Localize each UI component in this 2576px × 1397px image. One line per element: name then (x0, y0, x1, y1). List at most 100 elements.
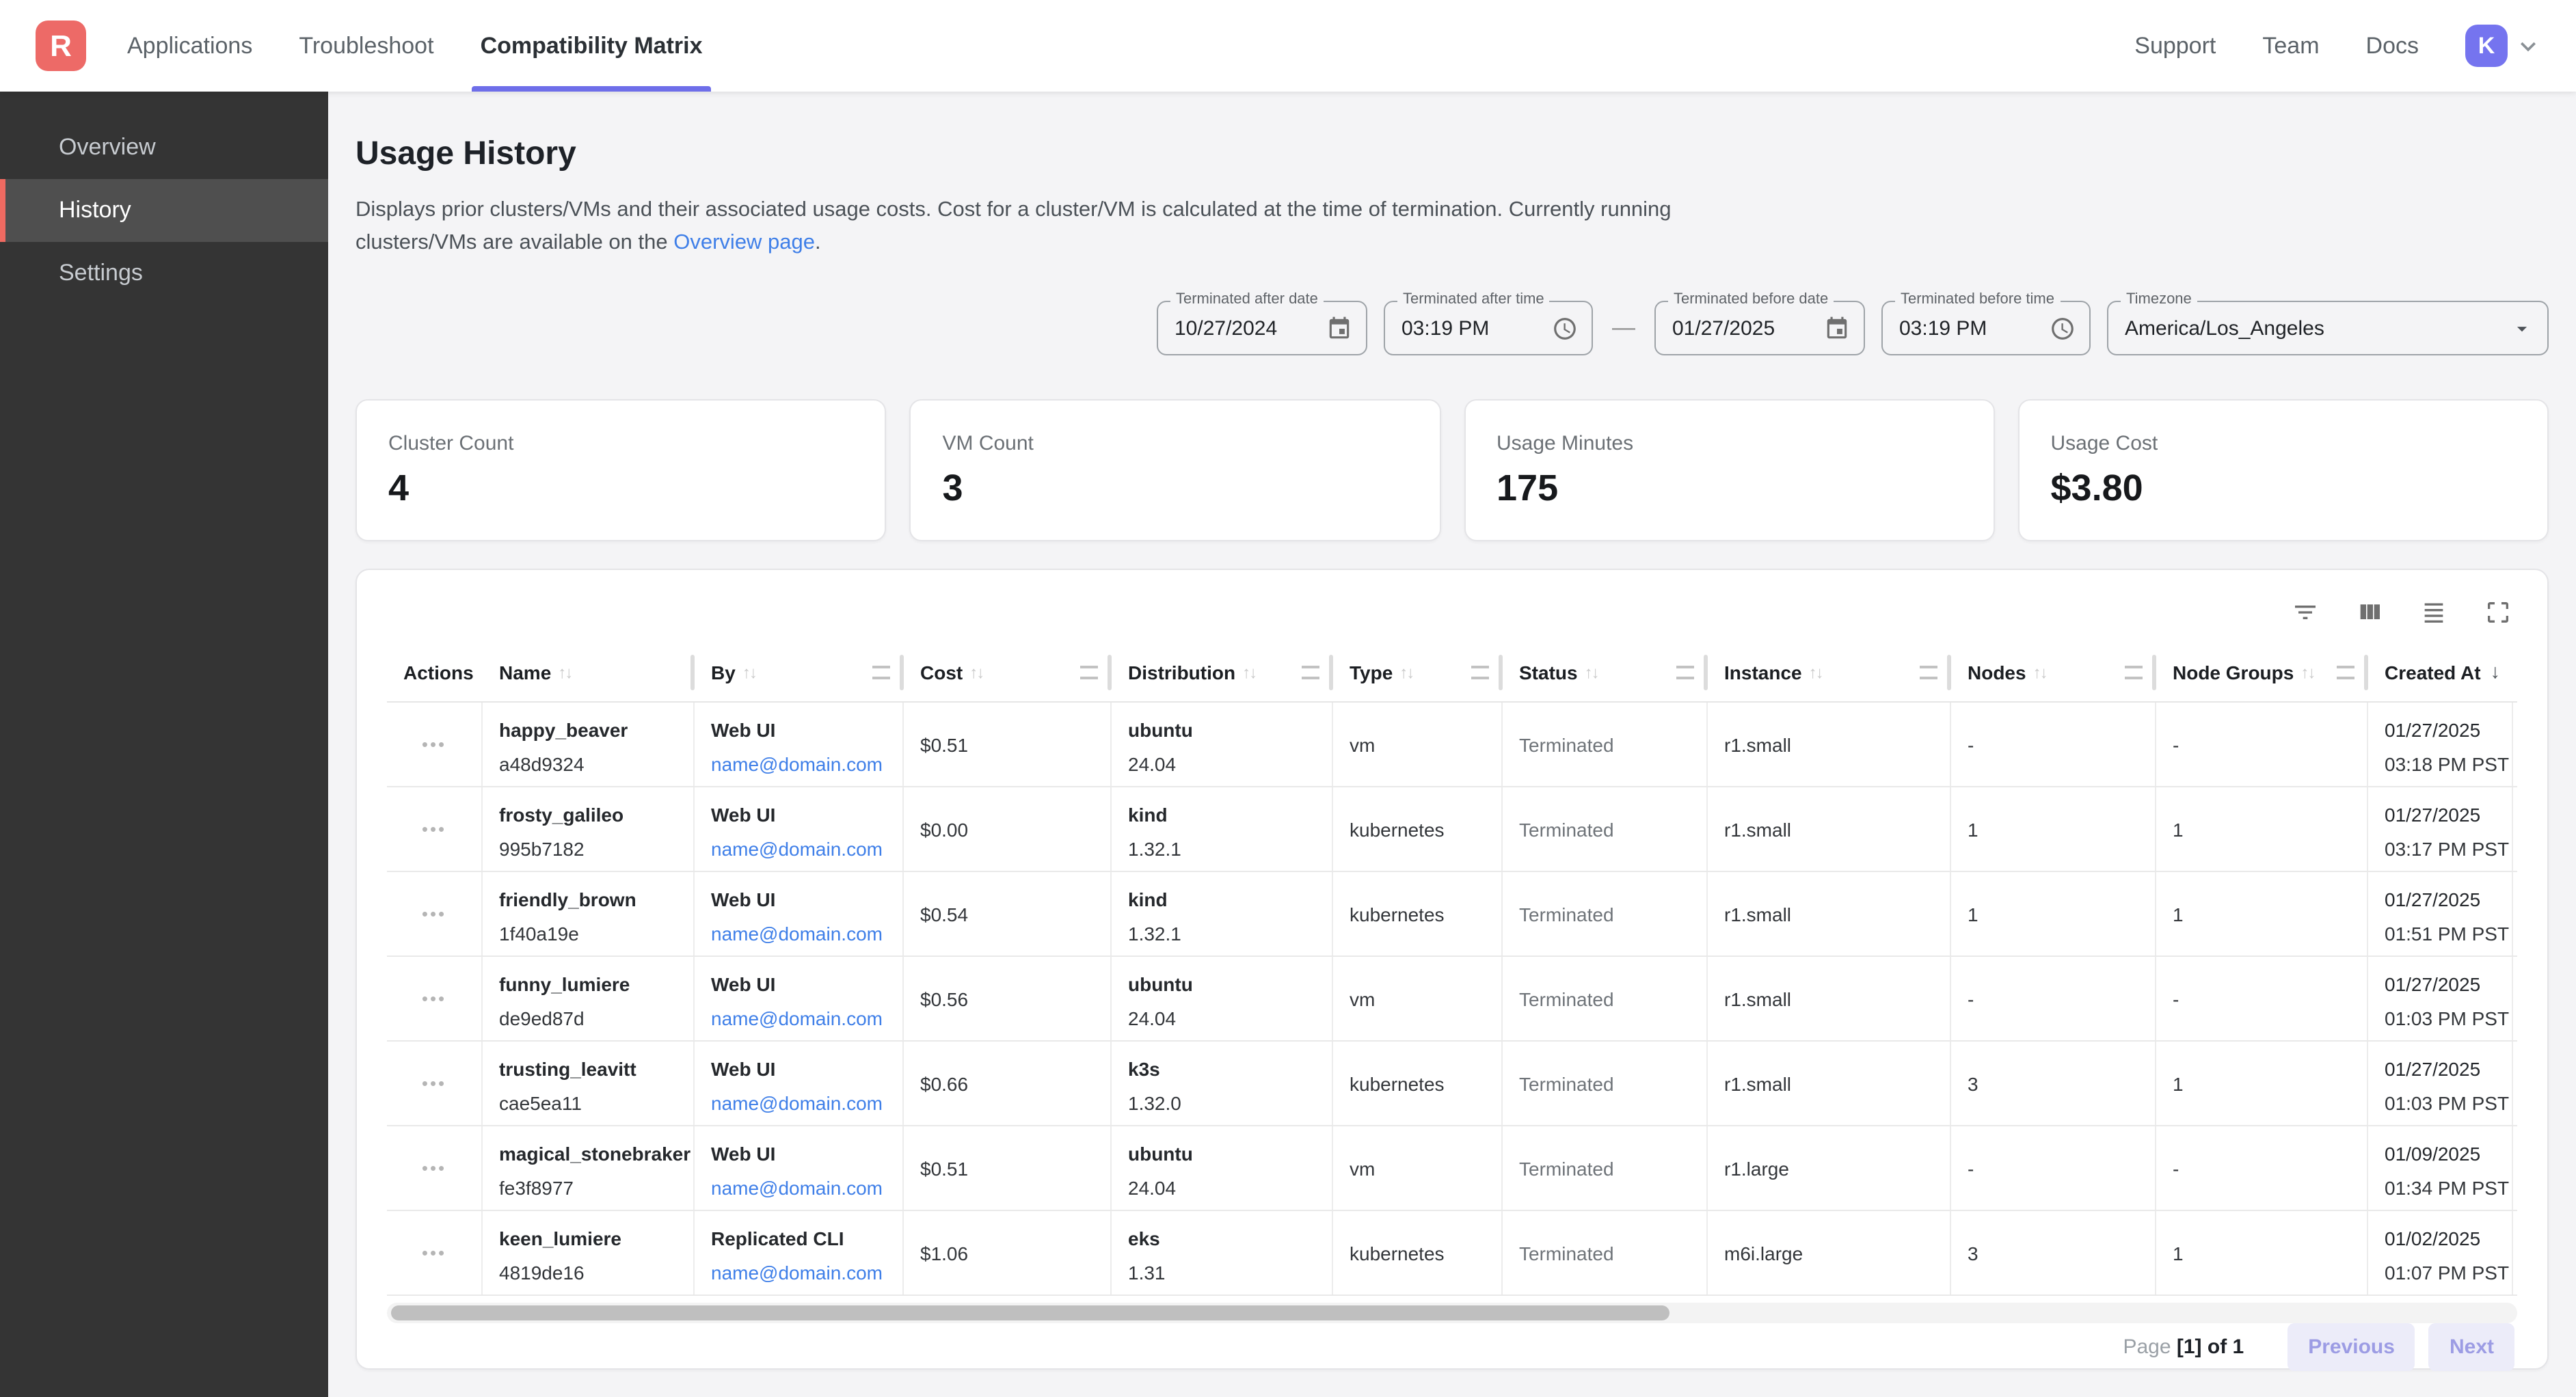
nav-link-support[interactable]: Support (2134, 32, 2216, 58)
clock-icon[interactable] (1552, 315, 1578, 341)
avatar[interactable]: K (2465, 25, 2508, 67)
column-drag-handle-icon[interactable] (872, 666, 889, 680)
name-cell: friendly_brown 1f40a19e (483, 872, 695, 956)
by-cell: Web UI name@domain.com (695, 787, 904, 871)
created-by-email-link[interactable]: name@domain.com (711, 1262, 883, 1284)
column-header-type[interactable]: Type ↑↓ (1333, 644, 1503, 701)
row-actions-menu-icon[interactable]: ••• (421, 904, 447, 925)
calendar-icon[interactable] (1824, 315, 1850, 341)
terminated-after-date-value[interactable]: 10/27/2024 (1175, 316, 1278, 340)
distribution-version: 1.32.0 (1128, 1092, 1181, 1115)
created-time: 01:34 PM PST (2385, 1177, 2510, 1199)
name-cell: frosty_galileo 995b7182 (483, 787, 695, 871)
sidebar-item-overview[interactable]: Overview (59, 134, 156, 160)
row-actions-menu-icon[interactable]: ••• (421, 734, 447, 755)
created-by-source: Web UI (711, 973, 776, 996)
horizontal-scrollbar-track[interactable] (387, 1303, 2517, 1324)
replicated-logo[interactable]: R (36, 21, 86, 71)
row-actions-cell: ••• (387, 1211, 483, 1295)
column-header-distribution[interactable]: Distribution ↑↓ (1112, 644, 1333, 701)
sidebar-item-settings[interactable]: Settings (59, 260, 143, 286)
sort-icon[interactable]: ↑↓ (969, 663, 984, 683)
nav-item-compatibility-matrix[interactable]: Compatibility Matrix (472, 0, 712, 92)
row-actions-menu-icon[interactable]: ••• (421, 1073, 447, 1094)
column-drag-handle-icon[interactable] (1079, 666, 1097, 680)
created-by-email-link[interactable]: name@domain.com (711, 1092, 883, 1115)
column-drag-handle-icon[interactable] (1301, 666, 1319, 680)
sort-icon[interactable]: ↑↓ (2032, 663, 2048, 683)
column-divider (690, 655, 695, 691)
sort-icon[interactable]: ↑↓ (558, 663, 573, 683)
nodes-cell: 3 (1951, 1211, 2156, 1295)
distribution-cell: eks 1.31 (1112, 1211, 1333, 1295)
nav-link-docs[interactable]: Docs (2365, 32, 2419, 58)
sort-icon[interactable]: ↑↓ (742, 663, 757, 683)
column-header-node-groups[interactable]: Node Groups ↑↓ (2156, 644, 2368, 701)
fullscreen-icon[interactable] (2484, 599, 2512, 626)
column-header-status[interactable]: Status ↑↓ (1503, 644, 1708, 701)
distribution-version: 1.31 (1128, 1262, 1166, 1284)
column-header-by[interactable]: By ↑↓ (695, 644, 904, 701)
sidebar-item-history[interactable]: History (0, 179, 328, 242)
filter-icon[interactable] (2292, 599, 2319, 626)
nav-item-applications[interactable]: Applications (127, 32, 253, 58)
row-actions-menu-icon[interactable]: ••• (421, 1158, 447, 1179)
sort-icon[interactable]: ↑↓ (1584, 663, 1600, 683)
terminated-after-time-field[interactable]: Terminated after time 03:19 PM (1384, 291, 1593, 356)
terminated-before-date-field[interactable]: Terminated before date 01/27/2025 (1654, 291, 1865, 356)
column-drag-handle-icon[interactable] (1919, 666, 1937, 680)
overview-page-link[interactable]: Overview page (673, 231, 816, 255)
column-drag-handle-icon[interactable] (1676, 666, 1693, 680)
sort-icon[interactable]: ↑↓ (1808, 663, 1824, 683)
node-groups-cell: - (2156, 703, 2368, 787)
created-by-email-link[interactable]: name@domain.com (711, 838, 883, 860)
terminated-before-time-field[interactable]: Terminated before time 03:19 PM (1881, 291, 2091, 356)
dropdown-arrow-icon[interactable] (2510, 316, 2534, 340)
row-actions-menu-icon[interactable]: ••• (421, 1243, 447, 1264)
density-icon[interactable] (2420, 599, 2447, 626)
sort-icon[interactable]: ↑↓ (2300, 663, 2316, 683)
stat-value: $3.80 (2050, 467, 2143, 509)
sidebar: Overview History Settings (0, 92, 328, 1397)
cluster-name: frosty_galileo (499, 804, 624, 826)
column-drag-handle-icon[interactable] (2336, 666, 2354, 680)
calendar-icon[interactable] (1326, 315, 1352, 341)
terminated-after-date-field[interactable]: Terminated after date 10/27/2024 (1157, 291, 1367, 356)
user-menu[interactable]: K (2465, 25, 2543, 67)
sort-icon[interactable]: ↑↓ (1399, 663, 1414, 683)
stat-card-cluster-count: Cluster Count 4 (355, 399, 887, 542)
terminated-after-time-value[interactable]: 03:19 PM (1401, 316, 1490, 340)
created-by-email-link[interactable]: name@domain.com (711, 923, 883, 945)
nav-item-troubleshoot[interactable]: Troubleshoot (299, 32, 434, 58)
chevron-down-icon[interactable] (2513, 31, 2543, 61)
created-by-email-link[interactable]: name@domain.com (711, 1007, 883, 1030)
terminated-before-date-value[interactable]: 01/27/2025 (1672, 316, 1775, 340)
page-title: Usage History (355, 135, 576, 172)
horizontal-scrollbar-thumb[interactable] (391, 1305, 1669, 1321)
previous-page-button[interactable]: Previous (2287, 1323, 2415, 1372)
timezone-value[interactable]: America/Los_Angeles (2125, 316, 2324, 340)
terminated-before-time-value[interactable]: 03:19 PM (1899, 316, 1987, 340)
sort-desc-icon[interactable]: ↓ (2490, 662, 2501, 684)
field-label: Terminated before date (1668, 291, 1834, 308)
column-header-instance[interactable]: Instance ↑↓ (1708, 644, 1951, 701)
created-by-email-link[interactable]: name@domain.com (711, 753, 883, 776)
show-columns-icon[interactable] (2356, 599, 2383, 626)
column-drag-handle-icon[interactable] (1471, 666, 1488, 680)
stat-value: 175 (1497, 467, 1559, 509)
nav-link-team[interactable]: Team (2262, 32, 2320, 58)
column-header-nodes[interactable]: Nodes ↑↓ (1951, 644, 2156, 701)
cluster-id: fe3f8977 (499, 1177, 574, 1199)
column-header-cost[interactable]: Cost ↑↓ (904, 644, 1112, 701)
row-actions-menu-icon[interactable]: ••• (421, 988, 447, 1009)
row-actions-menu-icon[interactable]: ••• (421, 819, 447, 840)
next-page-button[interactable]: Next (2428, 1323, 2514, 1372)
sort-icon[interactable]: ↑↓ (1242, 663, 1257, 683)
timezone-select[interactable]: Timezone America/Los_Angeles (2107, 291, 2549, 356)
column-header-name[interactable]: Name ↑↓ (483, 644, 695, 701)
created-time: 03:18 PM PST (2385, 753, 2510, 776)
clock-icon[interactable] (2050, 315, 2076, 341)
column-drag-handle-icon[interactable] (2124, 666, 2142, 680)
created-by-email-link[interactable]: name@domain.com (711, 1177, 883, 1199)
column-header-created-at[interactable]: Created At ↓ (2385, 662, 2501, 684)
